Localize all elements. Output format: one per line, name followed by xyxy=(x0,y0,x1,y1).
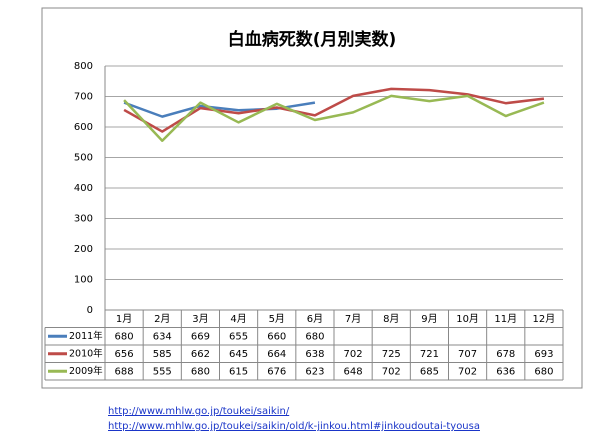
series-line xyxy=(123,94,545,142)
series-line xyxy=(123,87,545,133)
table-value: 645 xyxy=(229,349,248,360)
table-value: 555 xyxy=(153,366,172,377)
table-value: 648 xyxy=(344,366,363,377)
table-value: 636 xyxy=(496,366,515,377)
link[interactable]: http://www.mhlw.go.jp/toukei/saikin/ xyxy=(108,406,290,417)
links: http://www.mhlw.go.jp/toukei/saikin/ htt… xyxy=(108,404,480,434)
table-value: 634 xyxy=(153,331,172,342)
y-tick-label: 800 xyxy=(74,61,93,72)
table-value: 638 xyxy=(305,349,324,360)
chart: 白血病死数(月別実数) 0 100 200 300 400 500 600 700 800 1月 2… xyxy=(41,7,583,389)
x-tick-label: 12月 xyxy=(533,313,556,325)
y-tick-label: 700 xyxy=(74,92,93,103)
legend-label: 2011年 xyxy=(69,330,103,342)
table-value: 693 xyxy=(534,349,553,360)
table-value: 678 xyxy=(496,349,515,360)
table-value: 680 xyxy=(115,331,134,342)
x-tick-label: 6月 xyxy=(307,313,323,325)
x-tick-label: 8月 xyxy=(383,313,399,325)
table-value: 707 xyxy=(458,349,477,360)
x-tick-label: 10月 xyxy=(456,313,479,325)
table-value: 725 xyxy=(382,349,401,360)
y-tick-label: 400 xyxy=(74,183,93,194)
table-value: 655 xyxy=(229,331,248,342)
legend-label: 2009年 xyxy=(69,365,103,377)
x-tick-label: 7月 xyxy=(345,313,361,325)
table-value: 702 xyxy=(382,366,401,377)
table-value: 688 xyxy=(115,366,134,377)
y-tick-label: 100 xyxy=(74,275,93,286)
y-tick-label: 200 xyxy=(74,244,93,255)
y-tick-label: 500 xyxy=(74,153,93,164)
y-tick-label: 300 xyxy=(74,214,93,225)
legend-label: 2010年 xyxy=(69,347,103,359)
x-tick-label: 2月 xyxy=(154,313,170,325)
chart-title: 白血病死数(月別実数) xyxy=(228,29,397,50)
table-value: 660 xyxy=(267,331,286,342)
table-value: 676 xyxy=(267,366,286,377)
table-value: 680 xyxy=(534,366,553,377)
table-value: 680 xyxy=(191,366,210,377)
link[interactable]: http://www.mhlw.go.jp/toukei/saikin/old/… xyxy=(108,421,480,432)
y-tick-label: 600 xyxy=(74,122,93,133)
table-value: 615 xyxy=(229,366,248,377)
x-tick-label: 1月 xyxy=(116,313,132,325)
table-value: 721 xyxy=(420,349,439,360)
x-tick-label: 3月 xyxy=(192,313,208,325)
x-tick-label: 4月 xyxy=(230,313,246,325)
chart-border xyxy=(41,7,583,389)
x-tick-label: 11月 xyxy=(494,313,517,325)
y-tick-label: 0 xyxy=(87,305,93,316)
table-value: 680 xyxy=(305,331,324,342)
table-value: 585 xyxy=(153,349,172,360)
table-value: 702 xyxy=(458,366,477,377)
x-tick-label: 9月 xyxy=(421,313,437,325)
table-value: 662 xyxy=(191,349,210,360)
table-value: 702 xyxy=(344,349,363,360)
table-value: 669 xyxy=(191,331,210,342)
x-tick-label: 5月 xyxy=(269,313,285,325)
table-value: 685 xyxy=(420,366,439,377)
table-value: 656 xyxy=(115,349,134,360)
table-value: 664 xyxy=(267,349,286,360)
table-value: 623 xyxy=(305,366,324,377)
